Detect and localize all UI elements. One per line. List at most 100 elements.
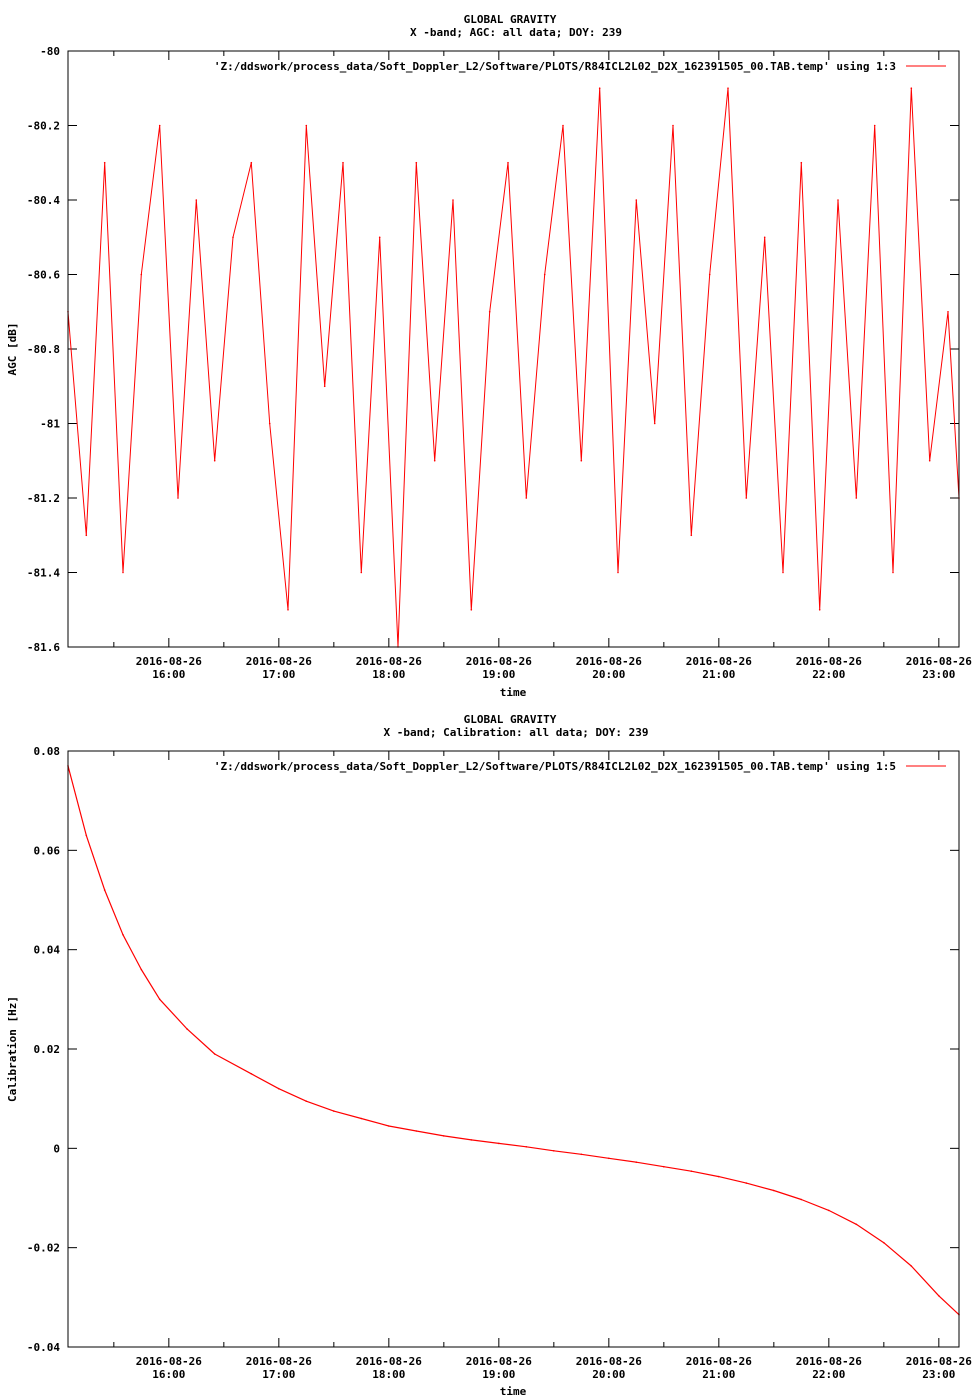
data-point (122, 934, 124, 936)
data-point (186, 1028, 188, 1030)
data-point (553, 1150, 555, 1152)
data-point (443, 1135, 445, 1137)
data-point (873, 124, 876, 127)
data-point (85, 534, 88, 537)
x-tick-label-time: 20:00 (592, 1368, 625, 1381)
data-point (323, 385, 326, 388)
x-tick-label-time: 20:00 (592, 668, 625, 681)
data-point (415, 1130, 418, 1132)
data-point (213, 459, 216, 462)
y-tick-label: -80.8 (27, 343, 60, 356)
x-tick-label-date: 2016-08-26 (356, 1355, 423, 1368)
data-point (608, 1157, 610, 1160)
data-point (800, 161, 803, 164)
x-tick-label-date: 2016-08-26 (136, 1355, 203, 1368)
x-tick-label-date: 2016-08-26 (906, 1355, 973, 1368)
calibration-legend-label: 'Z:/ddswork/process_data/Soft_Doppler_L2… (214, 760, 896, 773)
y-tick-label: 0.04 (34, 944, 61, 957)
data-point (85, 834, 88, 837)
data-point (910, 1265, 913, 1267)
data-point (250, 161, 253, 164)
x-tick-label-date: 2016-08-26 (686, 1355, 753, 1368)
data-point (158, 124, 161, 127)
x-tick-label-date: 2016-08-26 (136, 655, 203, 668)
data-point (305, 124, 308, 127)
data-point (232, 236, 234, 239)
data-point (635, 199, 638, 201)
agc-x-axis-label: time (500, 686, 527, 699)
data-point (360, 571, 363, 574)
y-tick-label: 0.08 (34, 745, 61, 758)
data-point (773, 1189, 775, 1192)
x-tick-label-time: 16:00 (152, 668, 185, 681)
agc-plot-frame (67, 50, 960, 648)
data-point (745, 1182, 748, 1184)
x-tick-label-time: 21:00 (702, 1368, 735, 1381)
x-tick-label-time: 22:00 (812, 1368, 845, 1381)
x-tick-label-date: 2016-08-26 (576, 655, 643, 668)
x-tick-label-date: 2016-08-26 (246, 1355, 313, 1368)
series-line (67, 87, 960, 648)
y-tick-label: -0.02 (27, 1242, 60, 1255)
x-tick-label-date: 2016-08-26 (796, 1355, 863, 1368)
data-point (828, 1209, 830, 1212)
data-point (855, 1223, 858, 1226)
x-tick-label-time: 21:00 (702, 668, 735, 681)
data-point (342, 161, 344, 164)
data-point (708, 273, 711, 276)
data-point (177, 497, 179, 499)
y-tick-label: -0.04 (27, 1341, 60, 1354)
y-tick-label: -81.6 (27, 641, 60, 654)
data-point (718, 1175, 720, 1178)
x-tick-label-time: 18:00 (372, 668, 405, 681)
data-point (333, 1110, 335, 1112)
y-tick-label: 0.02 (34, 1043, 61, 1056)
data-point (598, 87, 601, 89)
data-point (653, 422, 656, 425)
calibration-chart-subtitle: X -band; Calibration: all data; DOY: 239 (384, 726, 649, 739)
data-point (507, 161, 509, 164)
x-tick-label-time: 16:00 (152, 1368, 185, 1381)
data-point (580, 459, 583, 462)
x-tick-label-time: 19:00 (482, 1368, 515, 1381)
x-tick-label-time: 19:00 (482, 668, 515, 681)
data-point (543, 273, 546, 276)
x-tick-label-time: 23:00 (922, 1368, 955, 1381)
data-point (892, 571, 894, 574)
x-tick-label-date: 2016-08-26 (246, 655, 313, 668)
calibration-plot-frame (67, 750, 960, 1348)
data-point (727, 87, 729, 89)
agc-legend-label: 'Z:/ddswork/process_data/Soft_Doppler_L2… (214, 60, 896, 73)
data-point (928, 459, 931, 462)
data-point (305, 1100, 308, 1102)
data-point (525, 1146, 528, 1148)
data-point (562, 124, 564, 127)
calibration-y-axis-label: Calibration [Hz] (6, 996, 19, 1102)
calibration-series (67, 765, 960, 1316)
data-point (663, 1165, 665, 1168)
x-tick-label-time: 23:00 (922, 668, 955, 681)
data-point (388, 1125, 390, 1127)
data-point (498, 1142, 500, 1145)
data-point (268, 422, 271, 425)
agc-chart: GLOBAL GRAVITY X -band; AGC: all data; D… (6, 13, 972, 699)
calibration-x-axis-label: time (500, 1385, 527, 1398)
data-point (103, 889, 106, 891)
y-tick-label: -80.6 (27, 269, 60, 282)
data-point (800, 1198, 803, 1201)
data-point (672, 124, 674, 127)
data-point (690, 1170, 693, 1172)
agc-y-axis-label: AGC [dB] (6, 323, 19, 376)
y-tick-label: -81.4 (27, 567, 60, 580)
x-tick-label-date: 2016-08-26 (576, 1355, 643, 1368)
calibration-chart-title: GLOBAL GRAVITY (464, 713, 557, 726)
data-point (488, 311, 491, 313)
x-tick-label-date: 2016-08-26 (796, 655, 863, 668)
data-point (195, 199, 198, 201)
data-point (433, 459, 436, 462)
x-tick-label-time: 22:00 (812, 668, 845, 681)
calibration-x-axis: 2016-08-2616:002016-08-2617:002016-08-26… (113, 751, 973, 1381)
y-tick-label: -81.2 (27, 492, 60, 505)
data-point (140, 273, 143, 276)
